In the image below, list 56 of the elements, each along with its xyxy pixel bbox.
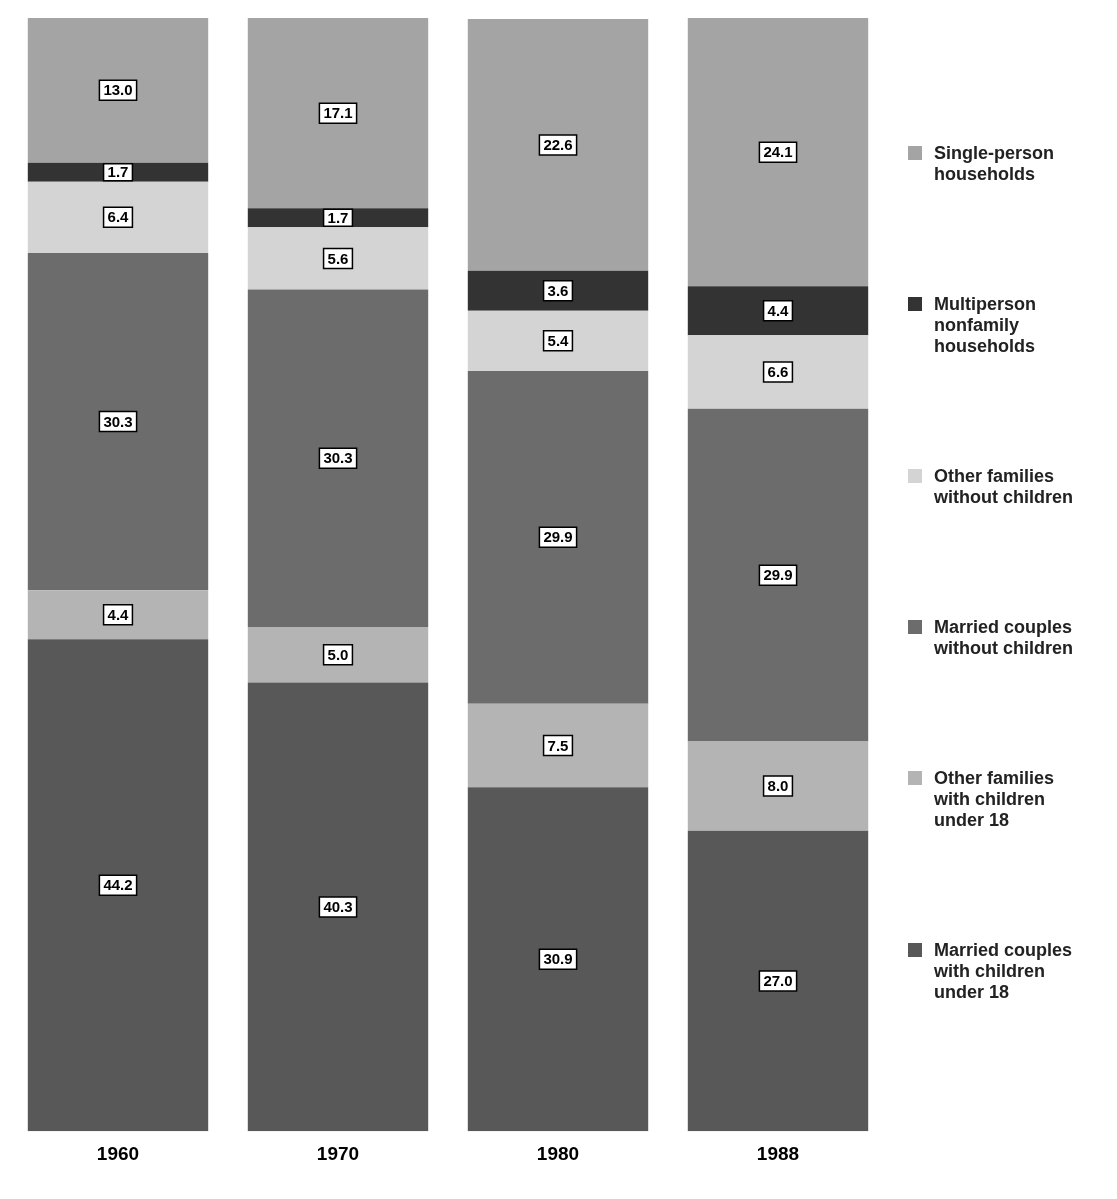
data-label: 5.6 — [327, 249, 349, 267]
data-label: 5.4 — [547, 331, 570, 349]
x-tick-label: 1980 — [536, 1142, 580, 1164]
bar — [687, 286, 869, 336]
bar — [467, 270, 649, 311]
bar — [687, 18, 869, 287]
data-label: 6.4 — [107, 208, 130, 226]
data-label: 29.9 — [763, 566, 793, 584]
bar — [27, 181, 209, 253]
x-tick-label: 1988 — [756, 1142, 800, 1164]
data-label: 22.6 — [543, 136, 573, 154]
data-label: 30.3 — [103, 412, 133, 430]
bar — [467, 370, 649, 704]
data-label: 3.6 — [547, 281, 569, 299]
data-label: 24.1 — [763, 143, 793, 161]
data-label: 13.0 — [103, 81, 133, 99]
bar — [27, 18, 209, 163]
data-label: 1.7 — [107, 163, 129, 181]
bar — [247, 289, 429, 627]
bar — [247, 626, 429, 683]
bar — [467, 787, 649, 1132]
data-label: 8.0 — [767, 777, 789, 795]
bar — [27, 252, 209, 591]
bar — [467, 310, 649, 371]
legend-label: Married couples with children under 18 — [934, 940, 1074, 1004]
bar — [687, 408, 869, 742]
legend-label: Other families with children under 18 — [934, 768, 1056, 832]
data-label: 6.6 — [767, 363, 789, 381]
data-label: 5.0 — [327, 645, 349, 663]
bar — [687, 830, 869, 1132]
data-label: 27.0 — [763, 972, 793, 990]
bar — [467, 19, 649, 271]
data-label: 30.3 — [323, 449, 353, 467]
data-label: 4.4 — [107, 605, 130, 623]
data-label: 7.5 — [547, 736, 569, 754]
data-label: 30.9 — [543, 950, 573, 968]
legend-label: Multiperson nonfamily households — [934, 293, 1037, 357]
bar — [247, 18, 429, 209]
data-label: 29.9 — [543, 528, 573, 546]
data-label: 1.7 — [327, 208, 349, 226]
data-label: 4.4 — [767, 301, 790, 319]
bar — [247, 682, 429, 1132]
x-tick-label: 1970 — [316, 1142, 360, 1164]
bar — [27, 639, 209, 1132]
bar — [467, 703, 649, 788]
data-label: 40.3 — [323, 898, 353, 916]
bar — [687, 741, 869, 831]
legend-label: Other families without children — [934, 465, 1074, 508]
bar — [247, 227, 429, 290]
data-label: 17.1 — [323, 104, 353, 122]
bar — [27, 590, 209, 640]
legend-label: Married couples without children — [934, 617, 1074, 660]
x-tick-label: 1960 — [96, 1142, 140, 1164]
data-label: 44.2 — [103, 876, 133, 894]
legend-label: Single-person households — [934, 142, 1055, 185]
bar — [687, 335, 869, 409]
